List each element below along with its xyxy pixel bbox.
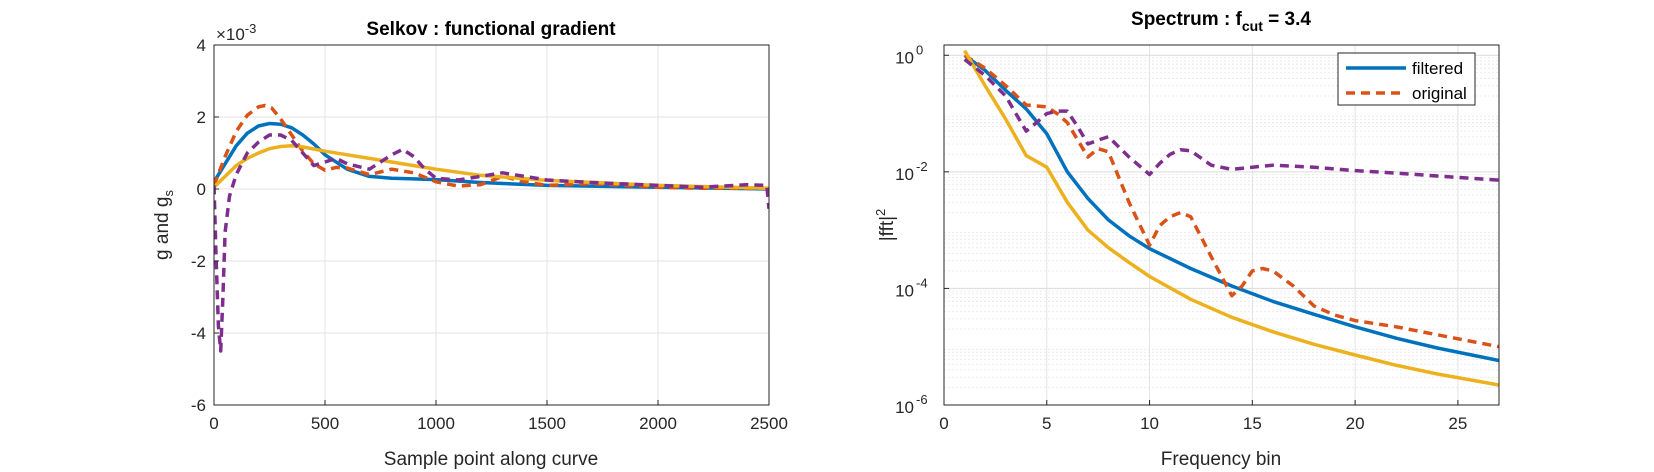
gradient-series-line-3	[214, 144, 769, 191]
gradient-y-axis-label: g and gs	[152, 190, 176, 260]
spectrum-chart-title: Spectrum : fcut = 3.4	[1131, 9, 1311, 34]
spectrum-y-tick-label: 10	[895, 398, 914, 417]
gradient-axes-box	[213, 44, 770, 406]
gradient-x-tick-label: 2000	[639, 414, 677, 433]
spectrum-title-tail: = 3.4	[1263, 9, 1311, 30]
gradient-y-tick-label: -2	[191, 252, 206, 271]
spectrum-y-tick-label: 10	[895, 48, 914, 67]
spectrum-series-line-3	[963, 49, 1499, 387]
gradient-y-exponent-base: ×10	[216, 25, 245, 44]
spectrum-title-main: Spectrum : f	[1131, 9, 1243, 30]
spectrum-grid	[943, 45, 1499, 406]
gradient-chart-title: Selkov : functional gradient	[366, 19, 616, 40]
spectrum-x-tick-label: 15	[1243, 414, 1262, 433]
spectrum-x-axis-label: Frequency bin	[1161, 449, 1281, 470]
legend-label-filtered: filtered	[1412, 59, 1463, 78]
spectrum-y-tick-label: 10	[895, 165, 914, 184]
spectrum-x-tick-label: 5	[1042, 414, 1051, 433]
spectrum-y-tick-power: -6	[916, 392, 928, 407]
gradient-series-group	[214, 103, 769, 353]
spectrum-y-tick-power: -2	[916, 159, 928, 174]
spectrum-y-tick-base: 10	[895, 48, 914, 67]
legend-label-original: original	[1412, 84, 1467, 103]
spectrum-y-axis-label-superscript: 2	[873, 209, 888, 216]
spectrum-axes-box	[943, 44, 1500, 406]
gradient-chart: 0 500 1000 1500 2000 2500 -6 -4 -2 0 2 4 Selkov : f…	[152, 19, 788, 470]
gradient-x-tick-label: 500	[311, 414, 339, 433]
spectrum-x-tick-label: 20	[1346, 414, 1365, 433]
gradient-ticks: 0 500 1000 1500 2000 2500 -6 -4 -2 0 2 4	[191, 36, 788, 433]
spectrum-title-subscript: cut	[1242, 18, 1263, 34]
gradient-y-axis-label-main: g and g	[152, 197, 173, 260]
spectrum-legend: filtered original	[1337, 52, 1476, 106]
gradient-x-tick-label: 2500	[750, 414, 788, 433]
gradient-y-tick-label: 0	[197, 180, 206, 199]
gradient-y-exponent-power: -3	[245, 21, 257, 36]
gradient-plot-area	[214, 45, 769, 405]
gradient-x-tick-label: 1000	[417, 414, 455, 433]
gradient-y-tick-label: 4	[197, 36, 206, 55]
gradient-y-tick-label: -6	[191, 396, 206, 415]
spectrum-legend-box	[1337, 52, 1476, 106]
spectrum-y-tick-base: 10	[895, 165, 914, 184]
spectrum-y-tick-power: 0	[916, 42, 923, 57]
spectrum-series-line-2	[963, 53, 1499, 349]
spectrum-x-tick-label: 10	[1140, 414, 1159, 433]
spectrum-series-line-1	[963, 53, 1499, 363]
gradient-x-tick-label: 1500	[528, 414, 566, 433]
gradient-y-tick-label: -4	[191, 324, 206, 343]
spectrum-x-tick-label: 25	[1448, 414, 1467, 433]
spectrum-series-group	[963, 49, 1499, 387]
spectrum-y-tick-base: 10	[895, 398, 914, 417]
gradient-y-tick-label: 2	[197, 108, 206, 127]
gradient-x-tick-label: 0	[209, 414, 218, 433]
spectrum-x-tick-label: 0	[939, 414, 948, 433]
spectrum-series-line-4	[963, 58, 1499, 182]
spectrum-y-tick-power: -4	[916, 275, 928, 290]
spectrum-y-tick-label: 10	[895, 281, 914, 300]
gradient-x-axis-label: Sample point along curve	[384, 449, 598, 470]
gradient-series-line-4	[214, 133, 769, 353]
spectrum-y-axis-label: |fft|2	[873, 209, 898, 242]
spectrum-y-axis-label-main: |fft|	[877, 216, 898, 241]
gradient-y-axis-label-subscript: s	[161, 190, 176, 197]
gradient-y-exponent: ×10-3	[216, 21, 256, 44]
spectrum-y-tick-base: 10	[895, 281, 914, 300]
gradient-series-line-2	[214, 103, 769, 191]
